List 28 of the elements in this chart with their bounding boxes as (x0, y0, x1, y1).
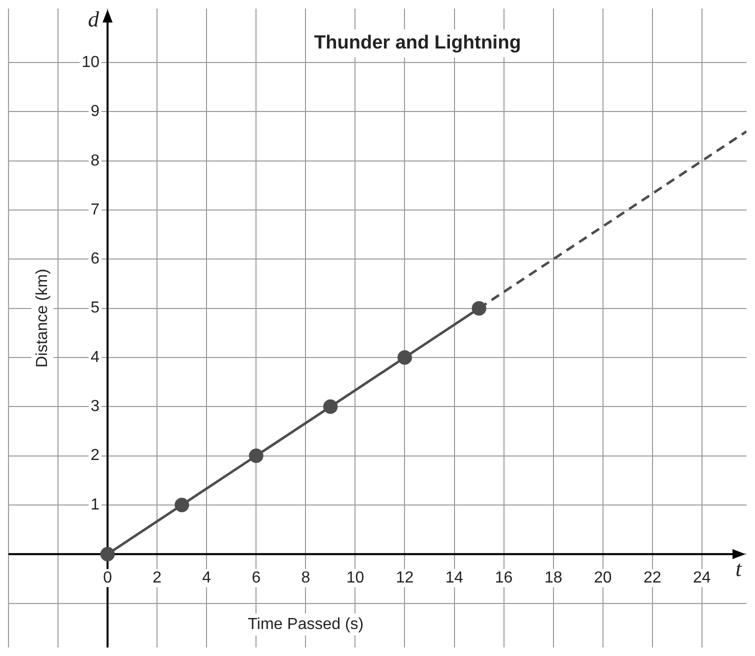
y-axis-title: Distance (km) (34, 268, 51, 368)
y-tick-label: 8 (90, 152, 100, 170)
y-tick-label: 4 (90, 348, 100, 366)
x-tick-label: 0 (103, 570, 112, 587)
x-axis-title: Time Passed (s) (248, 616, 364, 633)
x-tick-label: 6 (252, 570, 261, 587)
x-tick-label: 10 (346, 570, 364, 587)
y-tick-label: 6 (90, 250, 100, 268)
y-tick-label: 3 (90, 398, 100, 416)
y-tick-label: 2 (90, 447, 100, 464)
x-tick-label: 18 (544, 570, 562, 587)
annotation: d (88, 6, 100, 32)
text: Thunder and Lightning (314, 32, 521, 54)
annotation: t (735, 556, 742, 581)
x-tick-label: 20 (594, 570, 612, 587)
x-tick-label: 12 (396, 570, 414, 587)
x-tick-label: 8 (301, 570, 310, 587)
y-tick-label: 1 (90, 496, 100, 514)
y-tick-label: 9 (90, 103, 100, 120)
x-tick-label: 2 (152, 570, 162, 587)
x-tick-label: 16 (494, 570, 513, 587)
x-tick-label: 22 (643, 570, 662, 587)
x-tick-label: 24 (693, 570, 711, 587)
y-tick-label: 7 (90, 201, 100, 218)
x-tick-label: 4 (202, 570, 212, 587)
x-tick-label: 14 (445, 570, 464, 587)
y-tick-label: 5 (90, 300, 100, 317)
y-tick-label: 10 (82, 54, 100, 71)
